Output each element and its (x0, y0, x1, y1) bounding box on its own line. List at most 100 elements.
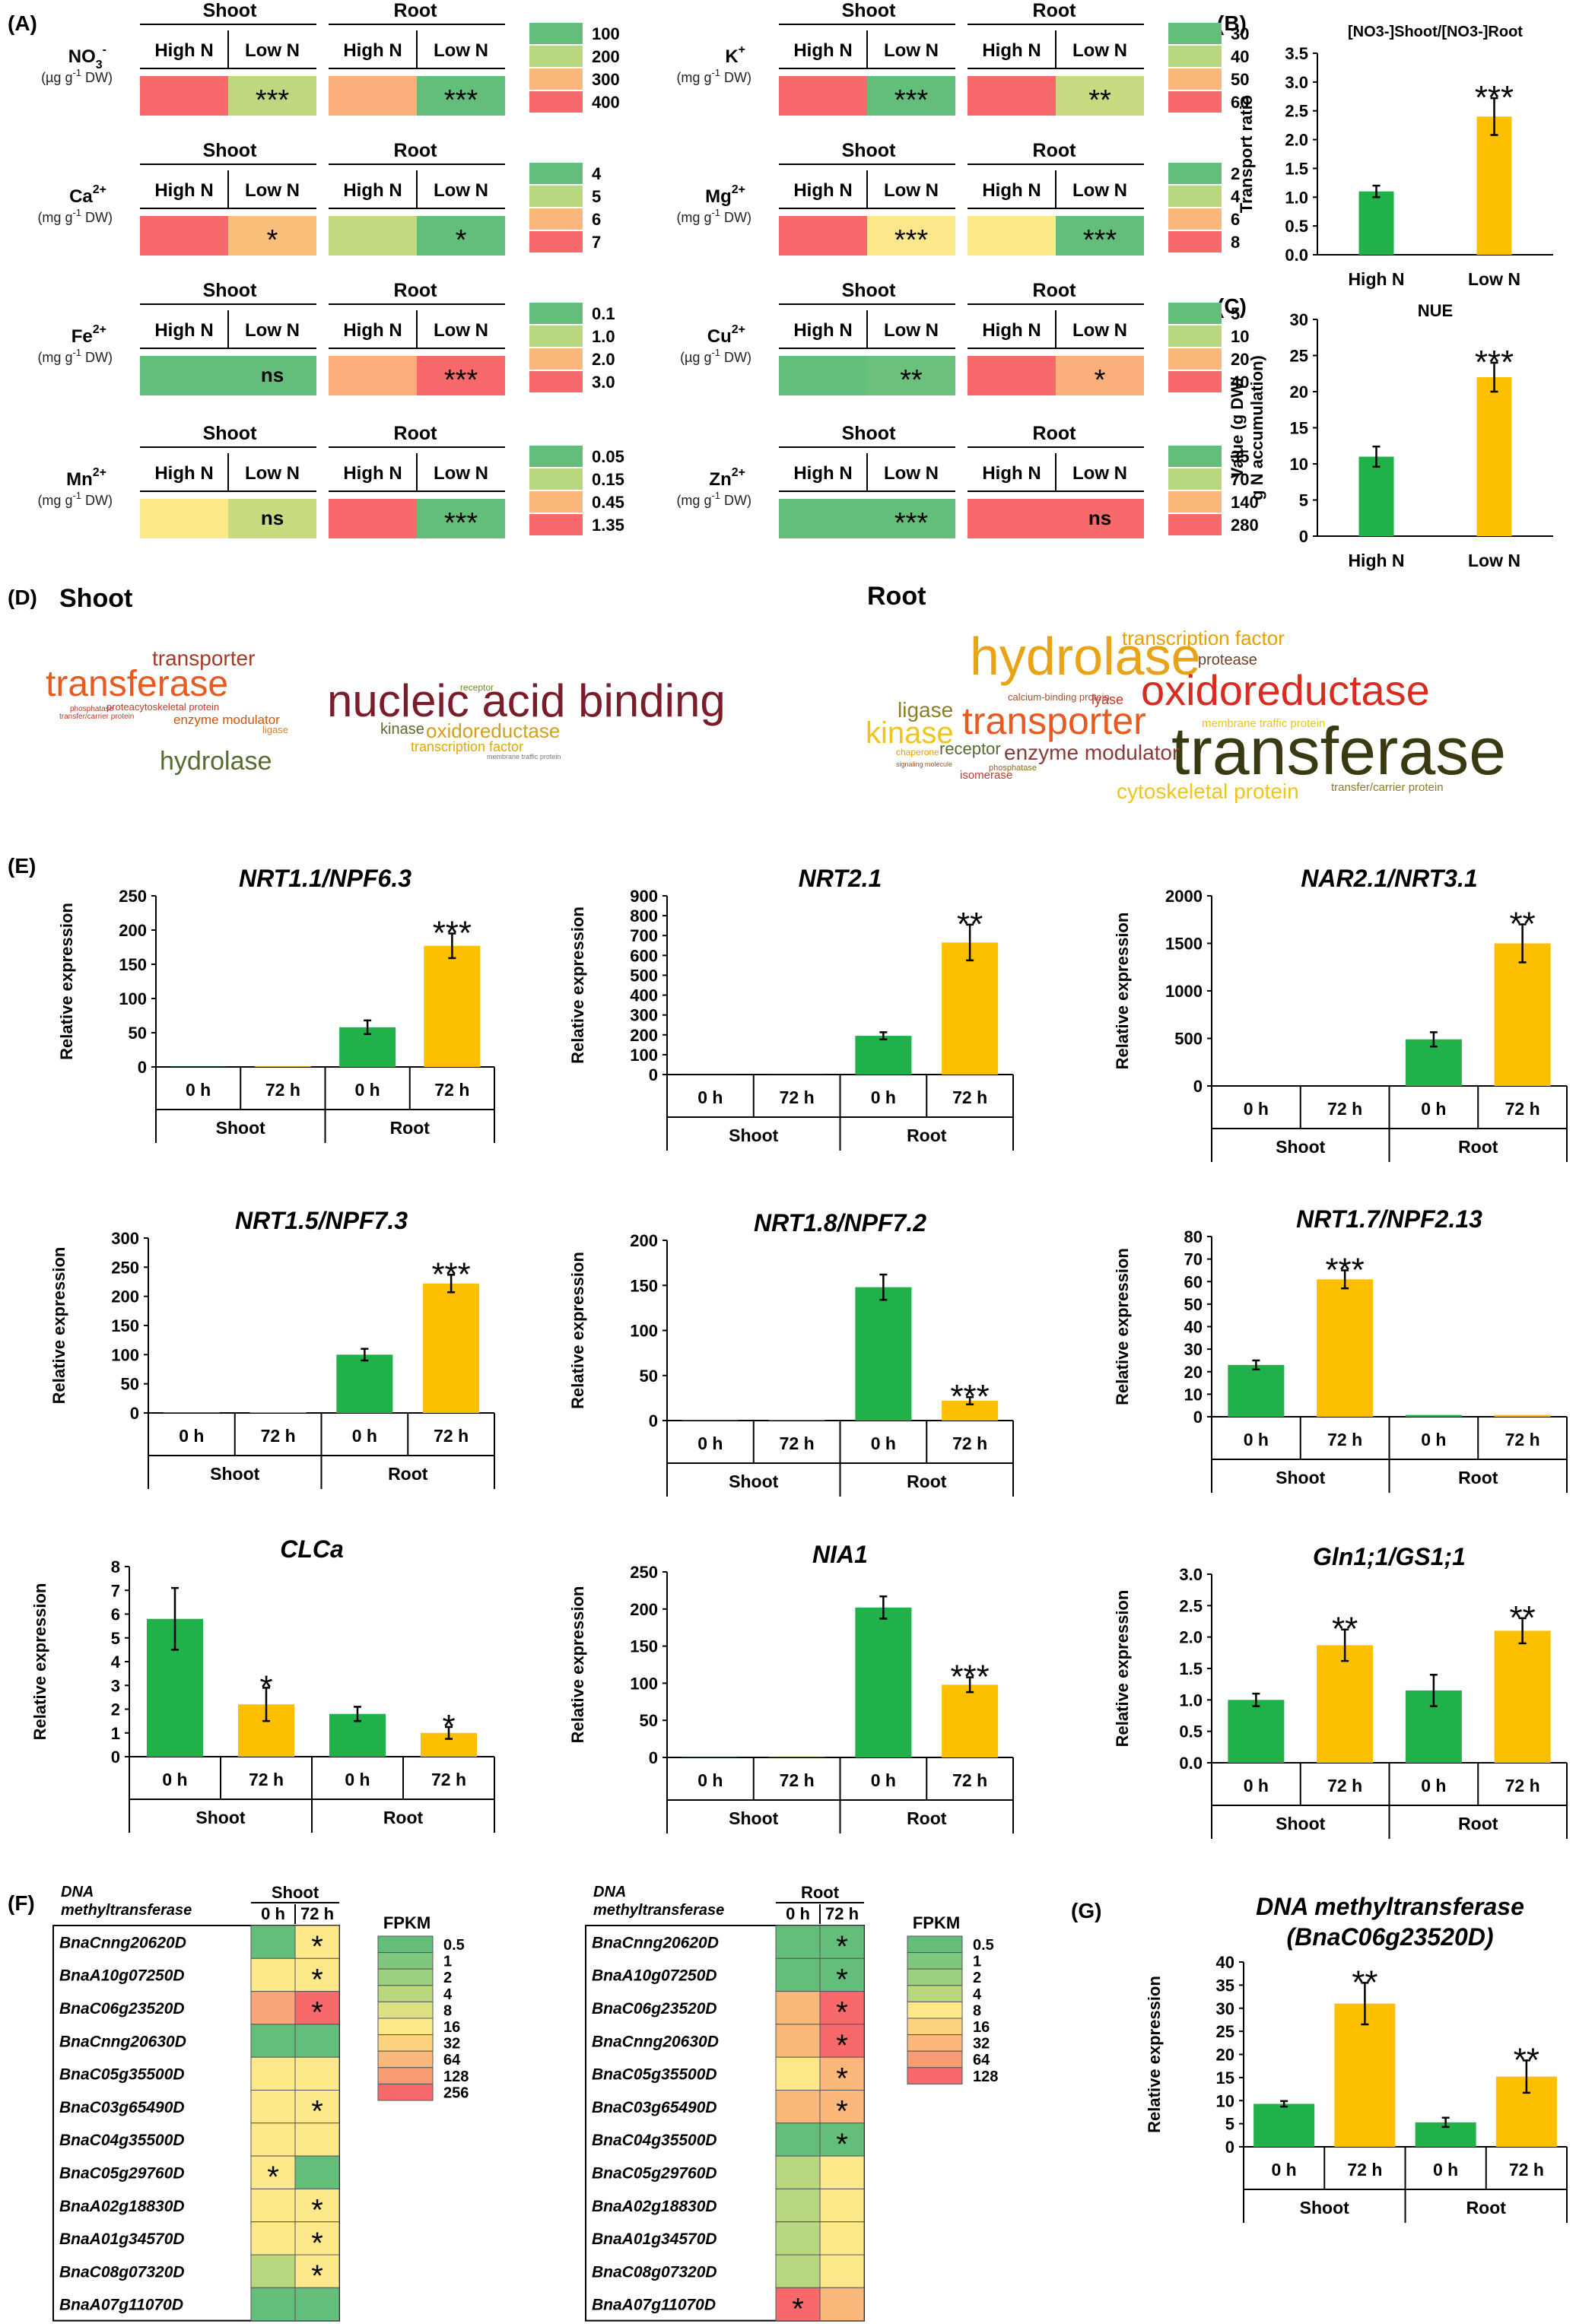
heat-cell (250, 2221, 296, 2256)
y-axis-label: Relative expression (1113, 1248, 1132, 1405)
x-category-label: 0 h (352, 1426, 377, 1446)
legend-label: 2 (1231, 164, 1240, 183)
heat-cell (294, 2188, 340, 2223)
heat-cell (1056, 499, 1144, 538)
heat-cell (294, 2221, 340, 2256)
x-group-label: Root (1458, 1468, 1498, 1487)
column-label: Low N (1072, 40, 1127, 61)
x-category-label: 0 h (186, 1080, 211, 1100)
heat-cell (250, 2024, 296, 2058)
bar (1476, 377, 1512, 536)
column-label: High N (982, 180, 1041, 201)
gene-name: BnaC03g65490D (59, 2099, 185, 2116)
column-label: Low N (1072, 320, 1127, 341)
column-label: High N (793, 320, 852, 341)
column-label: Low N (434, 320, 488, 341)
significance-mark: * (259, 1668, 272, 1706)
y-tick-label: 600 (630, 946, 658, 965)
chart-title: NRT1.7/NPF2.13 (1296, 1205, 1482, 1233)
heat-cell (250, 2287, 296, 2322)
significance-mark: * (311, 1996, 323, 2030)
x-group-label: Root (1458, 1814, 1498, 1833)
legend-label: 32 (973, 2036, 990, 2053)
gene-name: BnaC03g65490D (592, 2099, 717, 2116)
x-category-label: 0 h (1244, 1776, 1269, 1795)
y-tick-label: 50 (1184, 1295, 1203, 1314)
table-title: Root (801, 1883, 840, 1902)
x-category-label: 0 h (1421, 1776, 1446, 1795)
column-label: Low N (884, 320, 939, 341)
methyltransferase-heatmap: DNA methyltransferase Shoot 0 h 72 h BnaCnng2… (52, 1883, 998, 2324)
column-label: 72 h (825, 1904, 859, 1923)
heat-cell (775, 2090, 821, 2124)
legend-label: 1.0 (592, 327, 615, 346)
y-tick-label: 40 (1216, 1953, 1234, 1972)
legend-swatch (1168, 23, 1222, 44)
y-tick-label: 0.0 (1285, 246, 1308, 265)
significance-mark: * (311, 2227, 323, 2260)
bar (249, 1412, 307, 1413)
word: transferase (46, 664, 228, 704)
x-category-label: 72 h (431, 1770, 466, 1789)
legend-label: 40 (1231, 373, 1249, 392)
heat-cell (775, 2155, 821, 2189)
word: kinase (866, 716, 954, 750)
x-category-label: 72 h (780, 1087, 815, 1107)
word: hydrolase (970, 627, 1201, 686)
y-tick-label: 5 (111, 1629, 120, 1648)
gene-name: BnaC04g35500D (592, 2132, 717, 2149)
gene-name: BnaCnng20630D (59, 2033, 186, 2050)
column-label: 0 h (261, 1904, 285, 1923)
ion-label: K+ (725, 43, 745, 67)
x-category-label: 0 h (697, 1087, 723, 1107)
legend-swatch (377, 1935, 434, 1954)
legend-label: 70 (1231, 470, 1249, 489)
legend-swatch (377, 1985, 434, 2002)
gene-name: BnaA02g18830D (592, 2198, 717, 2215)
legend-swatch (529, 163, 583, 184)
root-header: Root (1033, 423, 1077, 444)
significance-mark: *** (950, 1659, 989, 1696)
heat-cell (417, 216, 505, 256)
legend-swatch (1168, 325, 1222, 347)
column-label: Low N (1072, 180, 1127, 201)
y-tick-label: 2.0 (1179, 1628, 1203, 1647)
heat-cell (228, 76, 316, 116)
y-tick-label: 0 (1299, 527, 1308, 546)
y-tick-label: 3.0 (1285, 73, 1308, 92)
column-label: Low N (1072, 463, 1127, 484)
heat-cell (819, 2155, 865, 2189)
heat-cell (294, 2287, 340, 2322)
legend-swatch (529, 208, 583, 230)
y-tick-label: 2.0 (1285, 131, 1308, 150)
x-category-label: 72 h (265, 1080, 300, 1100)
column-label: High N (154, 463, 213, 484)
heat-cell (294, 2155, 340, 2189)
significance-mark: * (311, 1930, 323, 1964)
significance-mark: *** (894, 84, 929, 116)
panel-label-d: (D) (8, 586, 37, 609)
y-tick-label: 80 (1184, 1227, 1203, 1246)
bar (424, 945, 481, 1067)
wordcloud-root: Root transcription factorhydrolaseproteas… (866, 582, 1506, 803)
legend-swatch (529, 371, 583, 392)
x-group-label: Shoot (1276, 1814, 1325, 1833)
bar (1405, 1414, 1462, 1417)
x-category-label: 72 h (1505, 1430, 1540, 1449)
heat-cell (294, 2254, 340, 2288)
root-header: Root (1033, 0, 1077, 21)
significance-mark: * (311, 2259, 323, 2293)
y-tick-label: 3 (111, 1676, 120, 1695)
heat-cell (250, 1957, 296, 1992)
legend-label: 400 (592, 93, 620, 112)
legend-swatch (529, 68, 583, 90)
x-category-label: 0 h (871, 1433, 896, 1453)
y-axis-label: Relative expression (30, 1583, 49, 1741)
legend-label: 128 (973, 2068, 998, 2085)
significance-mark: *** (1325, 1251, 1364, 1288)
legend-label: 8 (973, 2002, 981, 2019)
y-tick-label: 4 (111, 1653, 121, 1672)
legend-label: 280 (1231, 516, 1259, 535)
heat-cell (250, 2155, 296, 2189)
y-axis-label: Relative expression (1113, 913, 1132, 1070)
